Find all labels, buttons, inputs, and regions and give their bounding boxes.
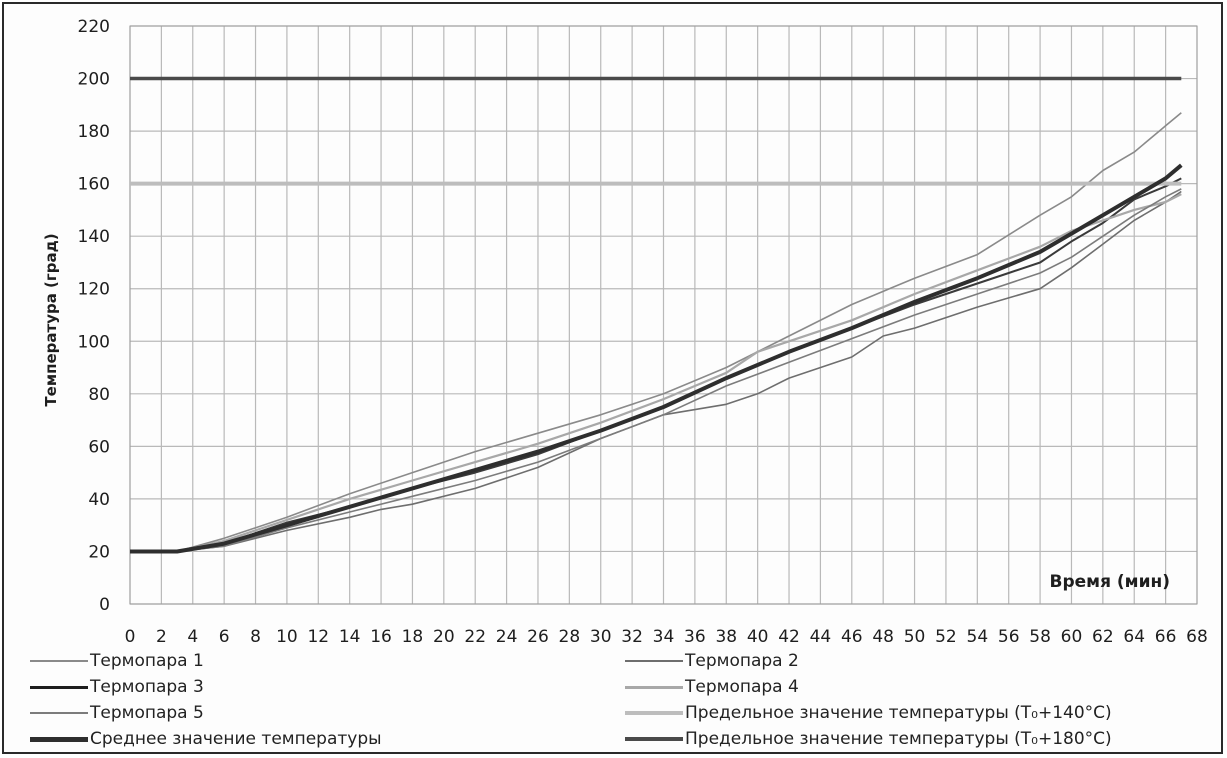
x-tick-label: 46 (841, 627, 863, 647)
y-axis-ticks: 0 20 40 60 80 100 120 140 160 180 200 220 (78, 17, 110, 615)
legend-swatch (30, 736, 88, 742)
legend-label: Среднее значение температуры (90, 729, 382, 749)
x-tick-label: 60 (1061, 627, 1083, 647)
legend-label: Термопара 4 (685, 677, 799, 697)
legend-item: Предельное значение температуры (T₀+180°… (625, 726, 1112, 752)
x-tick-label: 2 (156, 627, 167, 647)
legend-label: Термопара 2 (685, 651, 799, 671)
series-line (130, 188, 1182, 553)
grid (129, 25, 1198, 605)
y-tick-label: 220 (78, 17, 110, 37)
legend-item: Среднее значение температуры (30, 726, 382, 752)
x-tick-label: 18 (402, 627, 424, 647)
x-tick-label: 58 (1029, 627, 1051, 647)
x-tick-label: 6 (219, 627, 230, 647)
x-tick-label: 12 (307, 627, 329, 647)
x-tick-label: 20 (433, 627, 455, 647)
x-tick-label: 38 (715, 627, 737, 647)
legend-item: Термопара 4 (625, 674, 799, 700)
x-axis-title: Время (мин) (1050, 572, 1170, 592)
x-tick-label: 44 (810, 627, 832, 647)
legend-item: Термопара 3 (30, 674, 204, 700)
legend-swatch (625, 660, 683, 662)
series-line (130, 177, 1182, 553)
series-line (130, 190, 1182, 553)
x-tick-label: 14 (339, 627, 361, 647)
x-axis-ticks: 0 2 4 6 8 10 12 14 16 18 20 22 24 26 28 30 32 34 36 38 40 42 4… (125, 627, 1208, 647)
legend-swatch (30, 660, 88, 662)
x-tick-label: 32 (621, 627, 643, 647)
legend-label: Предельное значение температуры (T₀+180°… (685, 729, 1112, 749)
y-tick-label: 60 (88, 437, 110, 457)
legend-swatch (625, 711, 683, 715)
legend: Термопара 1 Термопара 2 Термопара 3 Термопа… (0, 646, 1227, 756)
x-tick-label: 50 (904, 627, 926, 647)
x-tick-label: 26 (527, 627, 549, 647)
legend-item: Термопара 1 (30, 648, 204, 674)
x-tick-label: 22 (464, 627, 486, 647)
x-tick-label: 56 (998, 627, 1020, 647)
y-tick-label: 100 (78, 332, 110, 352)
y-tick-label: 200 (78, 70, 110, 90)
legend-item: Термопара 5 (30, 700, 204, 726)
y-tick-label: 0 (99, 595, 110, 615)
y-axis-title: Температура (град) (42, 233, 60, 406)
x-tick-label: 8 (250, 627, 261, 647)
y-tick-label: 160 (78, 175, 110, 195)
x-tick-label: 40 (747, 627, 769, 647)
x-tick-label: 0 (125, 627, 136, 647)
plot-border (129, 25, 1198, 605)
series-line (130, 193, 1182, 553)
x-tick-label: 48 (872, 627, 894, 647)
x-tick-label: 16 (370, 627, 392, 647)
x-tick-label: 36 (684, 627, 706, 647)
x-tick-label: 10 (276, 627, 298, 647)
legend-label: Термопара 5 (90, 703, 204, 723)
x-tick-label: 68 (1186, 627, 1208, 647)
legend-label: Предельное значение температуры (T₀+140°… (685, 703, 1112, 723)
x-tick-label: 34 (653, 627, 675, 647)
y-tick-label: 40 (88, 490, 110, 510)
y-tick-label: 140 (78, 227, 110, 247)
x-tick-label: 66 (1155, 627, 1177, 647)
x-tick-label: 54 (967, 627, 989, 647)
y-tick-label: 80 (88, 385, 110, 405)
x-tick-label: 30 (590, 627, 612, 647)
y-tick-label: 20 (88, 542, 110, 562)
legend-label: Термопара 1 (90, 651, 204, 671)
legend-item: Предельное значение температуры (T₀+140°… (625, 700, 1112, 726)
x-tick-label: 28 (559, 627, 581, 647)
legend-item: Термопара 2 (625, 648, 799, 674)
x-tick-label: 4 (187, 627, 198, 647)
legend-swatch (30, 712, 88, 714)
legend-swatch (625, 685, 683, 689)
y-tick-label: 180 (78, 122, 110, 142)
legend-swatch (30, 685, 88, 689)
x-tick-label: 52 (935, 627, 957, 647)
x-tick-label: 64 (1123, 627, 1145, 647)
y-tick-label: 120 (78, 280, 110, 300)
x-tick-label: 42 (778, 627, 800, 647)
series-line (130, 163, 1183, 554)
x-tick-label: 24 (496, 627, 518, 647)
x-tick-label: 62 (1092, 627, 1114, 647)
series-line (130, 112, 1182, 553)
legend-swatch (625, 737, 683, 741)
series-lines (130, 76, 1183, 554)
legend-label: Термопара 3 (90, 677, 204, 697)
